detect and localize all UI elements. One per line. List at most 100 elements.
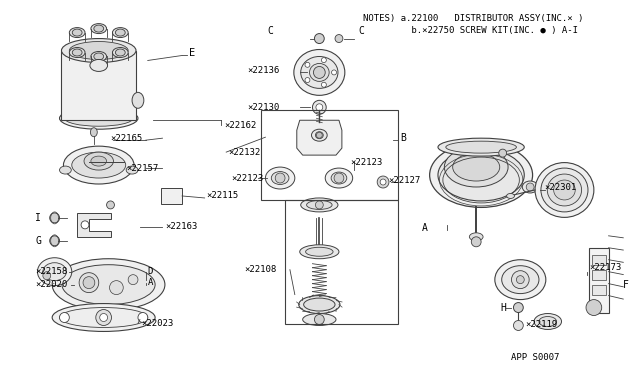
Text: ×22132: ×22132 <box>228 148 260 157</box>
Circle shape <box>305 77 310 83</box>
Ellipse shape <box>72 49 82 56</box>
Text: ×22023: ×22023 <box>141 319 173 328</box>
Text: ×22301: ×22301 <box>545 183 577 192</box>
Circle shape <box>109 280 124 295</box>
Text: APP S0007: APP S0007 <box>511 353 559 362</box>
Ellipse shape <box>554 180 575 200</box>
Ellipse shape <box>294 49 345 95</box>
Ellipse shape <box>91 156 107 166</box>
Circle shape <box>83 277 95 289</box>
Text: ×22123: ×22123 <box>231 173 263 183</box>
Text: ×22127: ×22127 <box>388 176 420 185</box>
Ellipse shape <box>438 149 524 201</box>
Bar <box>260 110 398 200</box>
Text: ×22130: ×22130 <box>248 103 280 112</box>
Ellipse shape <box>438 138 524 156</box>
Ellipse shape <box>444 147 508 187</box>
Ellipse shape <box>266 167 295 189</box>
Circle shape <box>526 183 534 191</box>
Circle shape <box>332 70 337 75</box>
Circle shape <box>100 314 108 321</box>
Ellipse shape <box>312 129 327 141</box>
Text: D: D <box>148 267 153 276</box>
Ellipse shape <box>300 245 339 259</box>
Text: I: I <box>35 213 41 223</box>
Ellipse shape <box>90 128 97 137</box>
Ellipse shape <box>522 181 538 193</box>
Ellipse shape <box>429 143 532 208</box>
Text: ×22173: ×22173 <box>589 263 621 272</box>
Circle shape <box>107 201 115 209</box>
Ellipse shape <box>316 132 323 139</box>
Ellipse shape <box>507 193 515 198</box>
Ellipse shape <box>113 48 128 58</box>
Circle shape <box>275 173 285 183</box>
Ellipse shape <box>303 298 335 311</box>
Bar <box>589 248 609 312</box>
Ellipse shape <box>303 314 336 326</box>
Text: A: A <box>148 278 153 287</box>
Text: b.×22750 SCREW KIT(INC. ● ) A-I: b.×22750 SCREW KIT(INC. ● ) A-I <box>364 26 579 35</box>
Text: ×22108: ×22108 <box>244 265 276 274</box>
Ellipse shape <box>94 53 104 60</box>
Ellipse shape <box>60 107 138 129</box>
Text: NOTES) a.22100   DISTRIBUTOR ASSY(INC.× ): NOTES) a.22100 DISTRIBUTOR ASSY(INC.× ) <box>364 14 584 23</box>
Ellipse shape <box>62 265 155 305</box>
Ellipse shape <box>541 168 588 212</box>
Circle shape <box>314 33 324 44</box>
Ellipse shape <box>539 317 557 327</box>
Circle shape <box>321 82 326 87</box>
Ellipse shape <box>91 23 107 33</box>
Circle shape <box>586 299 602 315</box>
Circle shape <box>499 149 507 157</box>
Text: ×22162: ×22162 <box>224 121 257 130</box>
Circle shape <box>81 221 89 229</box>
Text: F: F <box>623 280 629 290</box>
Ellipse shape <box>61 39 136 62</box>
Circle shape <box>305 62 310 67</box>
Circle shape <box>471 237 481 247</box>
Circle shape <box>314 67 325 78</box>
Ellipse shape <box>113 28 128 38</box>
Text: E: E <box>189 48 195 58</box>
Circle shape <box>79 273 99 293</box>
Bar <box>161 188 182 204</box>
Bar <box>592 255 605 265</box>
Text: B: B <box>401 133 406 143</box>
Text: ×22158: ×22158 <box>35 267 67 276</box>
Circle shape <box>312 100 326 114</box>
Circle shape <box>314 314 324 324</box>
Circle shape <box>321 58 326 62</box>
Circle shape <box>513 321 524 330</box>
Polygon shape <box>77 213 111 237</box>
Ellipse shape <box>90 60 108 71</box>
Ellipse shape <box>60 308 148 327</box>
Circle shape <box>334 173 344 183</box>
Circle shape <box>513 302 524 312</box>
Ellipse shape <box>301 57 338 89</box>
Text: G: G <box>35 236 41 246</box>
Ellipse shape <box>60 166 71 174</box>
Text: ×22115: ×22115 <box>207 192 239 201</box>
Text: ×22136: ×22136 <box>248 66 280 75</box>
Bar <box>592 285 605 295</box>
Ellipse shape <box>69 42 128 60</box>
Ellipse shape <box>452 153 500 181</box>
Ellipse shape <box>534 314 561 330</box>
Ellipse shape <box>271 171 289 185</box>
Text: C: C <box>268 26 273 36</box>
Ellipse shape <box>72 29 82 36</box>
Bar <box>285 200 398 324</box>
Ellipse shape <box>94 25 104 32</box>
Ellipse shape <box>325 168 353 188</box>
Ellipse shape <box>69 48 85 58</box>
Ellipse shape <box>72 152 125 178</box>
Text: ×22119: ×22119 <box>525 320 557 329</box>
Text: A: A <box>422 223 428 233</box>
Circle shape <box>50 213 60 223</box>
Ellipse shape <box>115 29 125 36</box>
Text: ×22165: ×22165 <box>111 134 143 143</box>
Ellipse shape <box>299 296 340 314</box>
Ellipse shape <box>502 266 539 294</box>
Ellipse shape <box>52 304 155 331</box>
